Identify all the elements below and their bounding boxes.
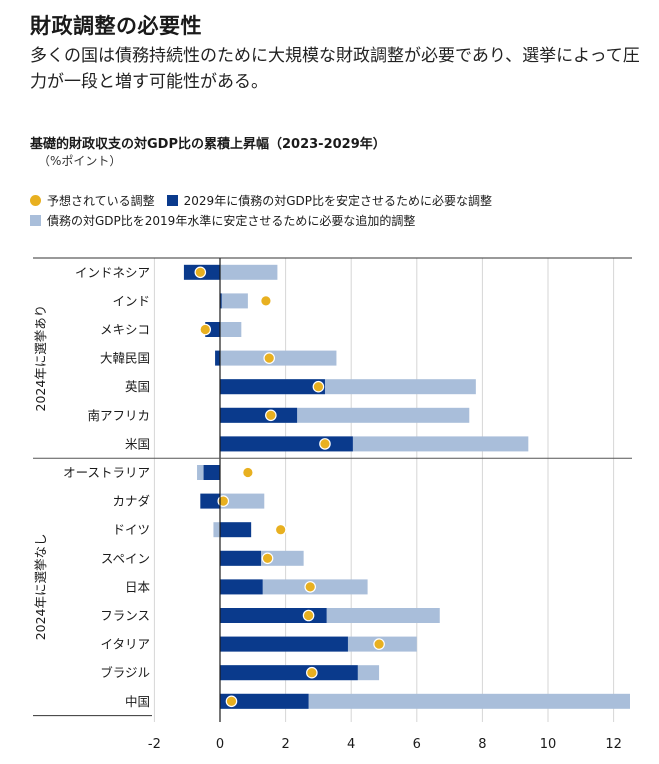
point-expected	[225, 695, 238, 708]
bar-additional	[213, 522, 220, 538]
point-expected	[260, 295, 272, 307]
bar-needed	[203, 465, 220, 480]
category-label: ドイツ	[112, 522, 150, 537]
bar-needed	[220, 693, 309, 709]
x-tick-label: 2	[281, 737, 289, 752]
point-expected	[261, 552, 274, 565]
point-expected	[265, 409, 277, 422]
category-label: カナダ	[112, 494, 150, 509]
legend-item-expected: 予想されている調整	[30, 192, 155, 209]
bar-needed	[215, 350, 220, 366]
legend-square-icon	[30, 214, 41, 226]
legend-item-additional: 債務の対GDP比を2019年水準に安定させるために必要な追加的調整	[30, 212, 415, 229]
category-label: フランス	[100, 608, 150, 623]
chart-title: 基礎的財政収支の対GDP比の累積上昇幅（2023-2029年）	[30, 137, 386, 152]
bar-additional	[220, 693, 630, 709]
category-label: 米国	[125, 436, 150, 451]
category-label: 英国	[125, 379, 150, 394]
page-subtitle: 多くの国は債務持続性のために大規模な財政調整が必要であり、選挙によって圧力が一段…	[30, 46, 640, 92]
point-expected	[312, 380, 325, 393]
category-label: オーストラリア	[63, 465, 150, 480]
bar-needed	[220, 608, 327, 623]
category-label: インド	[112, 293, 150, 308]
legend-label-needed: 2029年に債務の対GDP比を安定させるために必要な調整	[183, 193, 492, 208]
bar-needed	[220, 379, 325, 395]
bar-additional	[220, 293, 248, 309]
group-label: 2024年に選挙なし	[33, 533, 48, 640]
bar-needed	[220, 407, 298, 423]
category-label: メキシコ	[100, 322, 150, 337]
legend-label-expected: 予想されている調整	[47, 193, 155, 208]
category-label: 南アフリカ	[87, 408, 150, 423]
bar-needed	[220, 665, 358, 681]
bar-needed	[200, 493, 220, 509]
point-expected	[194, 266, 207, 279]
x-tick-label: 10	[540, 737, 557, 752]
bar-needed	[220, 579, 263, 595]
bar-needed	[220, 636, 348, 652]
category-label: インドネシア	[75, 265, 150, 280]
x-tick-label: 8	[478, 737, 486, 752]
point-expected	[306, 666, 318, 679]
legend-label-additional: 債務の対GDP比を2019年水準に安定させるために必要な追加的調整	[47, 213, 416, 228]
x-tick-label: 12	[605, 737, 622, 752]
bar-needed	[220, 436, 353, 452]
legend-item-needed: 2029年に債務の対GDP比を安定させるために必要な調整	[166, 192, 492, 209]
bar-additional	[220, 350, 337, 366]
category-label: イタリア	[100, 637, 150, 652]
page-title: 財政調整の必要性	[30, 14, 202, 38]
category-label: 大韓民国	[100, 351, 150, 366]
point-expected	[274, 523, 287, 536]
bar-additional	[220, 493, 265, 509]
bar-needed	[220, 550, 261, 566]
legend-dot-icon	[30, 194, 41, 206]
category-label: 中国	[125, 694, 150, 709]
point-expected	[373, 638, 385, 650]
chart-unit: （%ポイント）	[38, 154, 122, 168]
point-expected	[217, 495, 230, 507]
x-tick-label: -2	[148, 737, 161, 752]
bar-additional	[220, 264, 278, 280]
x-tick-label: 6	[413, 737, 421, 752]
chart-legend: 予想されている調整 2029年に債務の対GDP比を安定させるために必要な調整 債…	[30, 190, 650, 230]
x-tick-label: 0	[216, 737, 224, 752]
group-label: 2024年に選挙あり	[33, 305, 48, 412]
x-tick-label: 4	[347, 737, 355, 752]
category-label: 日本	[125, 579, 151, 594]
legend-square-icon	[166, 194, 178, 206]
category-label: スペイン	[101, 551, 150, 566]
point-expected	[319, 438, 331, 450]
point-expected	[302, 609, 315, 622]
bar-additional	[220, 322, 242, 337]
category-label: ブラジル	[100, 665, 150, 680]
bar-needed	[220, 522, 252, 538]
bar-needed	[220, 293, 222, 309]
point-expected	[242, 466, 254, 479]
point-expected	[199, 323, 212, 336]
point-expected	[263, 352, 275, 364]
point-expected	[304, 581, 316, 593]
